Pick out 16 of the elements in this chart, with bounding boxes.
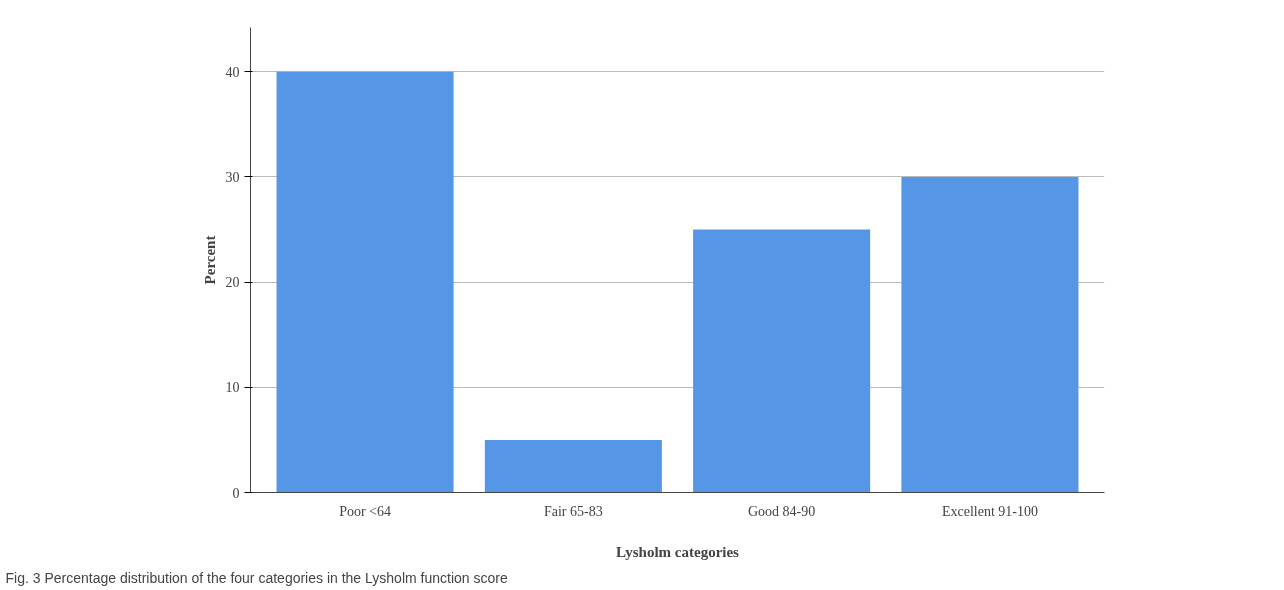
- y-tick-label: 40: [225, 64, 240, 80]
- bar: [276, 71, 454, 493]
- x-axis-title: Lysholm categories: [616, 543, 740, 560]
- y-tick-label: 30: [225, 169, 240, 185]
- bar: [901, 176, 1079, 493]
- x-tick-label: Excellent 91-100: [941, 503, 1038, 519]
- y-tick-label: 20: [225, 275, 240, 291]
- x-tick-label: Good 84-90: [748, 503, 816, 519]
- bar: [693, 229, 871, 493]
- caption: Fig. 3 Percentage distribution of the four categories in the Lysholm function score: [5, 569, 508, 586]
- x-tick-label: Fair 65-83: [544, 503, 603, 519]
- y-tick-label: 10: [225, 380, 240, 396]
- x-tick-label: Poor <64: [339, 503, 391, 519]
- y-axis-title: Percent: [201, 235, 218, 285]
- bar: [484, 439, 662, 493]
- y-tick-label: 0: [232, 485, 240, 501]
